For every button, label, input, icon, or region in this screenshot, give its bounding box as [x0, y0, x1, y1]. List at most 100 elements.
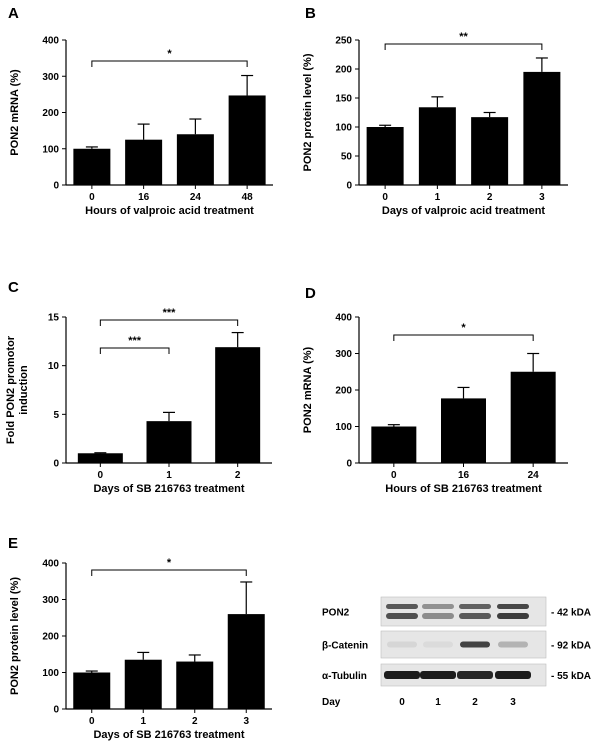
blot-band [386, 613, 418, 619]
y-tick-label: 400 [42, 36, 59, 47]
x-axis-label: Hours of SB 216763 treatment [385, 483, 542, 495]
bar [510, 371, 556, 463]
significance-label: * [167, 48, 172, 60]
chart-panel-e: E 0 100 200 300 400 0 1 2 3 Days of SB 216763 trea… [8, 535, 272, 741]
x-tick-label: 1 [140, 716, 146, 727]
y-tick-label: 100 [42, 144, 59, 155]
x-tick-label: 1 [435, 192, 441, 203]
bar [73, 148, 111, 185]
blot-strip [380, 596, 547, 627]
y-tick-label: 50 [341, 152, 353, 163]
y-tick-label: 15 [48, 313, 60, 324]
y-tick-label: 200 [42, 108, 59, 119]
bar [371, 426, 417, 463]
blot-band [422, 613, 454, 619]
blot-lane-label: 0 [399, 697, 405, 708]
x-axis-label: Days of SB 216763 treatment [93, 729, 244, 741]
bar [125, 139, 163, 185]
chart-panel-d: D 0 100 200 300 400 0 16 24 Hours of SB 216763 tr… [302, 285, 568, 495]
x-tick-label: 24 [190, 192, 202, 203]
blot-size-label: - 55 kDA [551, 671, 591, 682]
significance-bracket [91, 569, 247, 576]
y-tick-label: 400 [335, 313, 352, 324]
y-tick-label: 200 [42, 632, 59, 643]
blot-band [457, 671, 493, 679]
x-tick-label: 0 [382, 192, 388, 203]
y-axis-label: Fold PON2 promotorinduction [5, 335, 30, 444]
blot-band [423, 641, 453, 648]
y-tick-label: 300 [42, 72, 59, 83]
significance-label: * [167, 557, 172, 569]
blot-lane-label: 2 [472, 697, 478, 708]
y-tick-label: 400 [42, 559, 59, 570]
western-blot: PON2 - 42 kDA β-Catenin - 92 kDA α-Tubulin - … [322, 596, 591, 708]
y-tick-label: 150 [335, 94, 352, 105]
blot-band [497, 604, 529, 609]
blot-day-label: Day [322, 697, 341, 708]
y-tick-label: 10 [48, 361, 60, 372]
blot-band [420, 671, 456, 679]
blot-size-label: - 42 kDA [551, 608, 591, 619]
bar [441, 398, 486, 463]
x-tick-label: 2 [235, 470, 241, 481]
blot-band [387, 641, 417, 648]
y-tick-label: 5 [53, 410, 59, 421]
bar [73, 672, 111, 709]
significance-label: ** [459, 31, 468, 43]
y-tick-label: 300 [335, 349, 352, 360]
bar [228, 95, 266, 185]
chart-panel-b: B 0 50 100 150 200 250 0 1 2 3 Days of valproic aci… [302, 5, 568, 217]
significance-bracket [99, 347, 170, 354]
panel-letter: C [8, 279, 19, 296]
x-tick-label: 3 [539, 192, 545, 203]
bar [176, 661, 214, 709]
y-axis-label: PON2 mRNA (%) [302, 346, 314, 433]
blot-protein-label: β-Catenin [322, 641, 368, 652]
significance-bracket [393, 334, 534, 341]
x-tick-label: 1 [166, 470, 172, 481]
y-tick-label: 0 [346, 459, 352, 470]
bar [124, 659, 162, 709]
blot-band [422, 604, 454, 609]
y-tick-label: 100 [335, 123, 352, 134]
x-tick-label: 16 [138, 192, 150, 203]
blot-band [460, 641, 490, 648]
bar [77, 453, 123, 463]
x-tick-label: 24 [528, 470, 540, 481]
blot-band [386, 604, 418, 609]
blot-protein-label: α-Tubulin [322, 671, 367, 682]
significance-bracket [99, 319, 239, 326]
x-tick-label: 0 [391, 470, 397, 481]
x-tick-label: 0 [89, 716, 95, 727]
x-tick-label: 0 [89, 192, 95, 203]
y-tick-label: 300 [42, 595, 59, 606]
blot-protein-label: PON2 [322, 608, 350, 619]
y-tick-label: 250 [335, 36, 352, 47]
blot-band [459, 604, 491, 609]
bar [227, 614, 265, 709]
y-tick-label: 200 [335, 65, 352, 76]
blot-band [459, 613, 491, 619]
bar [176, 134, 214, 185]
significance-label: *** [163, 307, 177, 319]
significance-label: *** [128, 335, 142, 347]
panel-letter: E [8, 535, 18, 552]
y-tick-label: 100 [42, 668, 59, 679]
blot-size-label: - 92 kDA [551, 641, 591, 652]
panel-letter: B [305, 5, 316, 22]
blot-band [498, 641, 528, 648]
blot-lane-label: 1 [435, 697, 441, 708]
panel-letter: D [305, 285, 316, 302]
blot-band [495, 671, 531, 679]
y-axis-label: PON2 protein level (%) [302, 53, 314, 171]
y-axis-label: PON2 mRNA (%) [9, 69, 21, 156]
y-tick-label: 200 [335, 386, 352, 397]
blot-band [497, 613, 529, 619]
significance-label: * [461, 322, 466, 334]
x-tick-label: 2 [192, 716, 198, 727]
blot-lane-label: 3 [510, 697, 516, 708]
y-tick-label: 0 [346, 181, 352, 192]
x-tick-label: 16 [458, 470, 470, 481]
x-axis-label: Days of SB 216763 treatment [93, 483, 244, 495]
y-tick-label: 0 [53, 705, 59, 716]
